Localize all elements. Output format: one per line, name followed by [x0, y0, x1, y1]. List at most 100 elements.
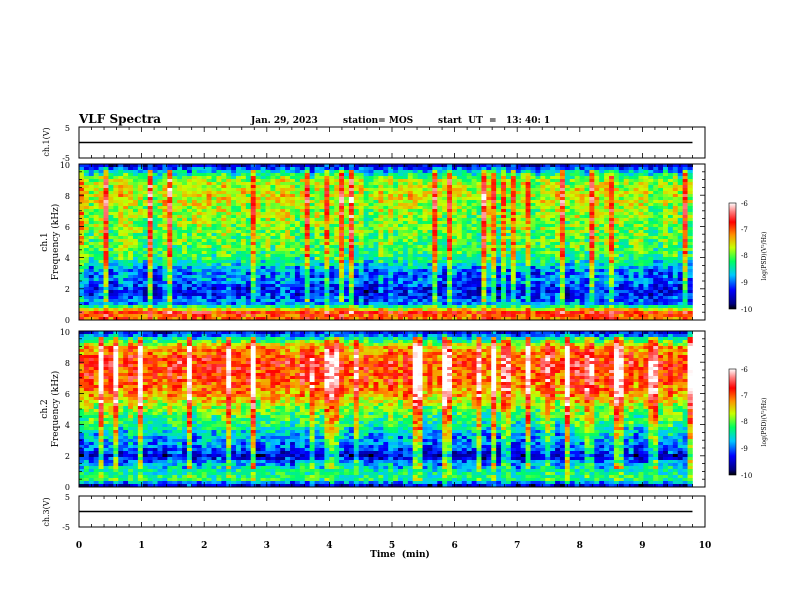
- spectrogram-cell: [152, 299, 158, 303]
- spectrogram-cell: [496, 284, 502, 288]
- spectrogram-cell: [417, 290, 423, 294]
- spectrogram-cell: [383, 254, 389, 258]
- spectrogram-cell: [486, 269, 492, 273]
- spectrogram-cell: [93, 209, 99, 213]
- spectrogram-cell: [442, 290, 448, 294]
- spectrogram-cell: [285, 185, 291, 189]
- spectrogram-cell: [373, 290, 379, 294]
- spectrogram-cell: [157, 233, 163, 237]
- spectrogram-cell: [260, 248, 266, 252]
- spectrogram-cell: [491, 233, 497, 237]
- spectrogram-cell: [304, 302, 310, 306]
- spectrogram-cell: [280, 251, 286, 255]
- spectrogram-cell: [83, 287, 90, 291]
- spectrogram-cell: [142, 281, 149, 285]
- spectrogram-cell: [447, 182, 453, 186]
- spectrogram-cell: [285, 287, 291, 291]
- spectrogram-cell: [427, 260, 433, 264]
- spectrogram-cell: [447, 248, 453, 252]
- spectrogram-cell: [447, 197, 453, 201]
- spectrogram-cell: [304, 254, 310, 258]
- spectrogram-cell: [103, 281, 109, 285]
- spectrogram-cell: [417, 209, 423, 213]
- spectrogram-cell: [525, 191, 531, 195]
- spectrogram-cell: [231, 191, 237, 195]
- spectrogram-cell: [417, 287, 423, 291]
- spectrogram-cell: [255, 185, 261, 189]
- spectrogram-cell: [481, 281, 487, 285]
- spectrogram-cell: [128, 266, 134, 270]
- spectrogram-cell: [294, 197, 301, 201]
- spectrogram-cell: [260, 203, 266, 207]
- spectrogram-cell: [412, 173, 418, 177]
- spectrogram-cell: [79, 212, 85, 216]
- spectrogram-cell: [83, 215, 90, 219]
- spectrogram-cell: [231, 284, 237, 288]
- spectrogram-cell: [255, 317, 261, 321]
- spectrogram-cell: [358, 302, 364, 306]
- spectrogram-cell: [545, 227, 551, 231]
- spectrogram-cell: [393, 191, 399, 195]
- spectrogram-cell: [520, 215, 526, 219]
- spectrogram-cell: [162, 203, 168, 207]
- spectrogram-cell: [182, 197, 188, 201]
- spectrogram-cell: [505, 170, 512, 174]
- spectrogram-cell: [481, 293, 487, 297]
- spectrogram-cell: [505, 290, 512, 294]
- spectrogram-cell: [461, 248, 468, 252]
- spectrogram-cell: [255, 269, 261, 273]
- spectrogram-cell: [383, 170, 389, 174]
- spectrogram-cell: [491, 209, 497, 213]
- spectrogram-cell: [294, 311, 301, 315]
- spectrogram-cell: [329, 182, 335, 186]
- spectrogram-cell: [132, 317, 139, 321]
- spectrogram-cell: [98, 299, 104, 303]
- spectrogram-cell: [368, 290, 374, 294]
- spectrogram-cell: [388, 227, 394, 231]
- spectrogram-cell: [466, 173, 472, 177]
- spectrogram-cell: [358, 278, 364, 282]
- spectrogram-cell: [275, 251, 281, 255]
- spectrogram-cell: [294, 263, 301, 267]
- spectrogram-cell: [93, 179, 99, 183]
- spectrogram-cell: [461, 293, 468, 297]
- spectrogram-cell: [501, 185, 507, 189]
- spectrogram-cell: [299, 266, 306, 270]
- spectrogram-cell: [206, 239, 212, 243]
- spectrogram-cell: [314, 302, 320, 306]
- spectrogram-cell: [373, 167, 379, 171]
- spectrogram-cell: [461, 200, 468, 204]
- spectrogram-cell: [79, 233, 85, 237]
- spectrogram-cell: [250, 167, 256, 171]
- spectrogram-cell: [442, 224, 448, 228]
- spectrogram-cell: [290, 224, 296, 228]
- spectrogram-cell: [520, 278, 526, 282]
- spectrogram-cell: [447, 218, 453, 222]
- spectrogram-cell: [290, 269, 296, 273]
- spectrogram-cell: [103, 200, 109, 204]
- spectrogram-cell: [265, 194, 271, 198]
- spectrogram-cell: [348, 185, 355, 189]
- spectrogram-cell: [432, 317, 438, 321]
- spectrogram-cell: [319, 302, 325, 306]
- spectrogram-cell: [501, 200, 507, 204]
- spectrogram-cell: [103, 164, 109, 168]
- spectrogram-cell: [290, 227, 296, 231]
- spectrogram-cell: [285, 212, 291, 216]
- spectrogram-cell: [255, 179, 261, 183]
- spectrogram-cell: [535, 179, 541, 183]
- spectrogram-cell: [152, 173, 158, 177]
- spectrogram-cell: [398, 254, 404, 258]
- spectrogram-cell: [236, 272, 242, 276]
- spectrogram-cell: [182, 218, 188, 222]
- spectrogram-cell: [515, 197, 522, 201]
- spectrogram-cell: [157, 248, 163, 252]
- spectrogram-cell: [422, 269, 428, 273]
- spectrogram-cell: [442, 221, 448, 225]
- spectrogram-cell: [388, 212, 394, 216]
- spectrogram-cell: [363, 164, 369, 168]
- spectrogram-cell: [83, 185, 90, 189]
- spectrogram-cell: [211, 215, 217, 219]
- spectrogram-cell: [353, 239, 360, 243]
- spectrogram-cell: [422, 215, 428, 219]
